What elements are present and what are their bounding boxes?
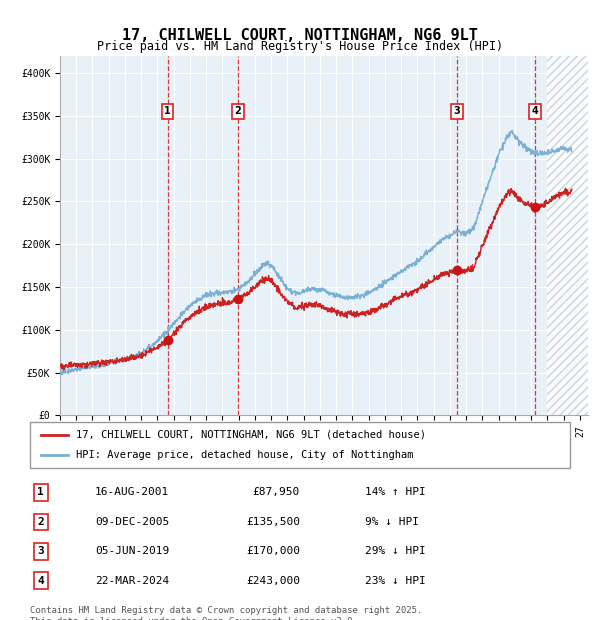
Text: HPI: Average price, detached house, City of Nottingham: HPI: Average price, detached house, City… xyxy=(76,450,413,460)
Text: 1: 1 xyxy=(37,487,44,497)
Text: 4: 4 xyxy=(37,576,44,586)
Text: 22-MAR-2024: 22-MAR-2024 xyxy=(95,576,169,586)
Bar xyxy=(547,56,588,415)
Text: 05-JUN-2019: 05-JUN-2019 xyxy=(95,546,169,556)
Text: 3: 3 xyxy=(454,107,460,117)
Text: 1: 1 xyxy=(164,107,171,117)
Text: 4: 4 xyxy=(532,107,538,117)
Text: 2: 2 xyxy=(37,517,44,527)
Text: £170,000: £170,000 xyxy=(246,546,300,556)
Text: £243,000: £243,000 xyxy=(246,576,300,586)
Text: 16-AUG-2001: 16-AUG-2001 xyxy=(95,487,169,497)
Text: £135,500: £135,500 xyxy=(246,517,300,527)
FancyBboxPatch shape xyxy=(30,422,570,468)
Text: 2: 2 xyxy=(235,107,241,117)
Text: Contains HM Land Registry data © Crown copyright and database right 2025.
This d: Contains HM Land Registry data © Crown c… xyxy=(30,606,422,620)
Text: Price paid vs. HM Land Registry's House Price Index (HPI): Price paid vs. HM Land Registry's House … xyxy=(97,40,503,53)
Text: 09-DEC-2005: 09-DEC-2005 xyxy=(95,517,169,527)
Polygon shape xyxy=(547,56,588,415)
Text: 9% ↓ HPI: 9% ↓ HPI xyxy=(365,517,419,527)
Text: 3: 3 xyxy=(37,546,44,556)
Text: 14% ↑ HPI: 14% ↑ HPI xyxy=(365,487,425,497)
Text: 23% ↓ HPI: 23% ↓ HPI xyxy=(365,576,425,586)
Text: 17, CHILWELL COURT, NOTTINGHAM, NG6 9LT: 17, CHILWELL COURT, NOTTINGHAM, NG6 9LT xyxy=(122,28,478,43)
Text: 17, CHILWELL COURT, NOTTINGHAM, NG6 9LT (detached house): 17, CHILWELL COURT, NOTTINGHAM, NG6 9LT … xyxy=(76,430,426,440)
Text: 29% ↓ HPI: 29% ↓ HPI xyxy=(365,546,425,556)
Text: £87,950: £87,950 xyxy=(253,487,300,497)
